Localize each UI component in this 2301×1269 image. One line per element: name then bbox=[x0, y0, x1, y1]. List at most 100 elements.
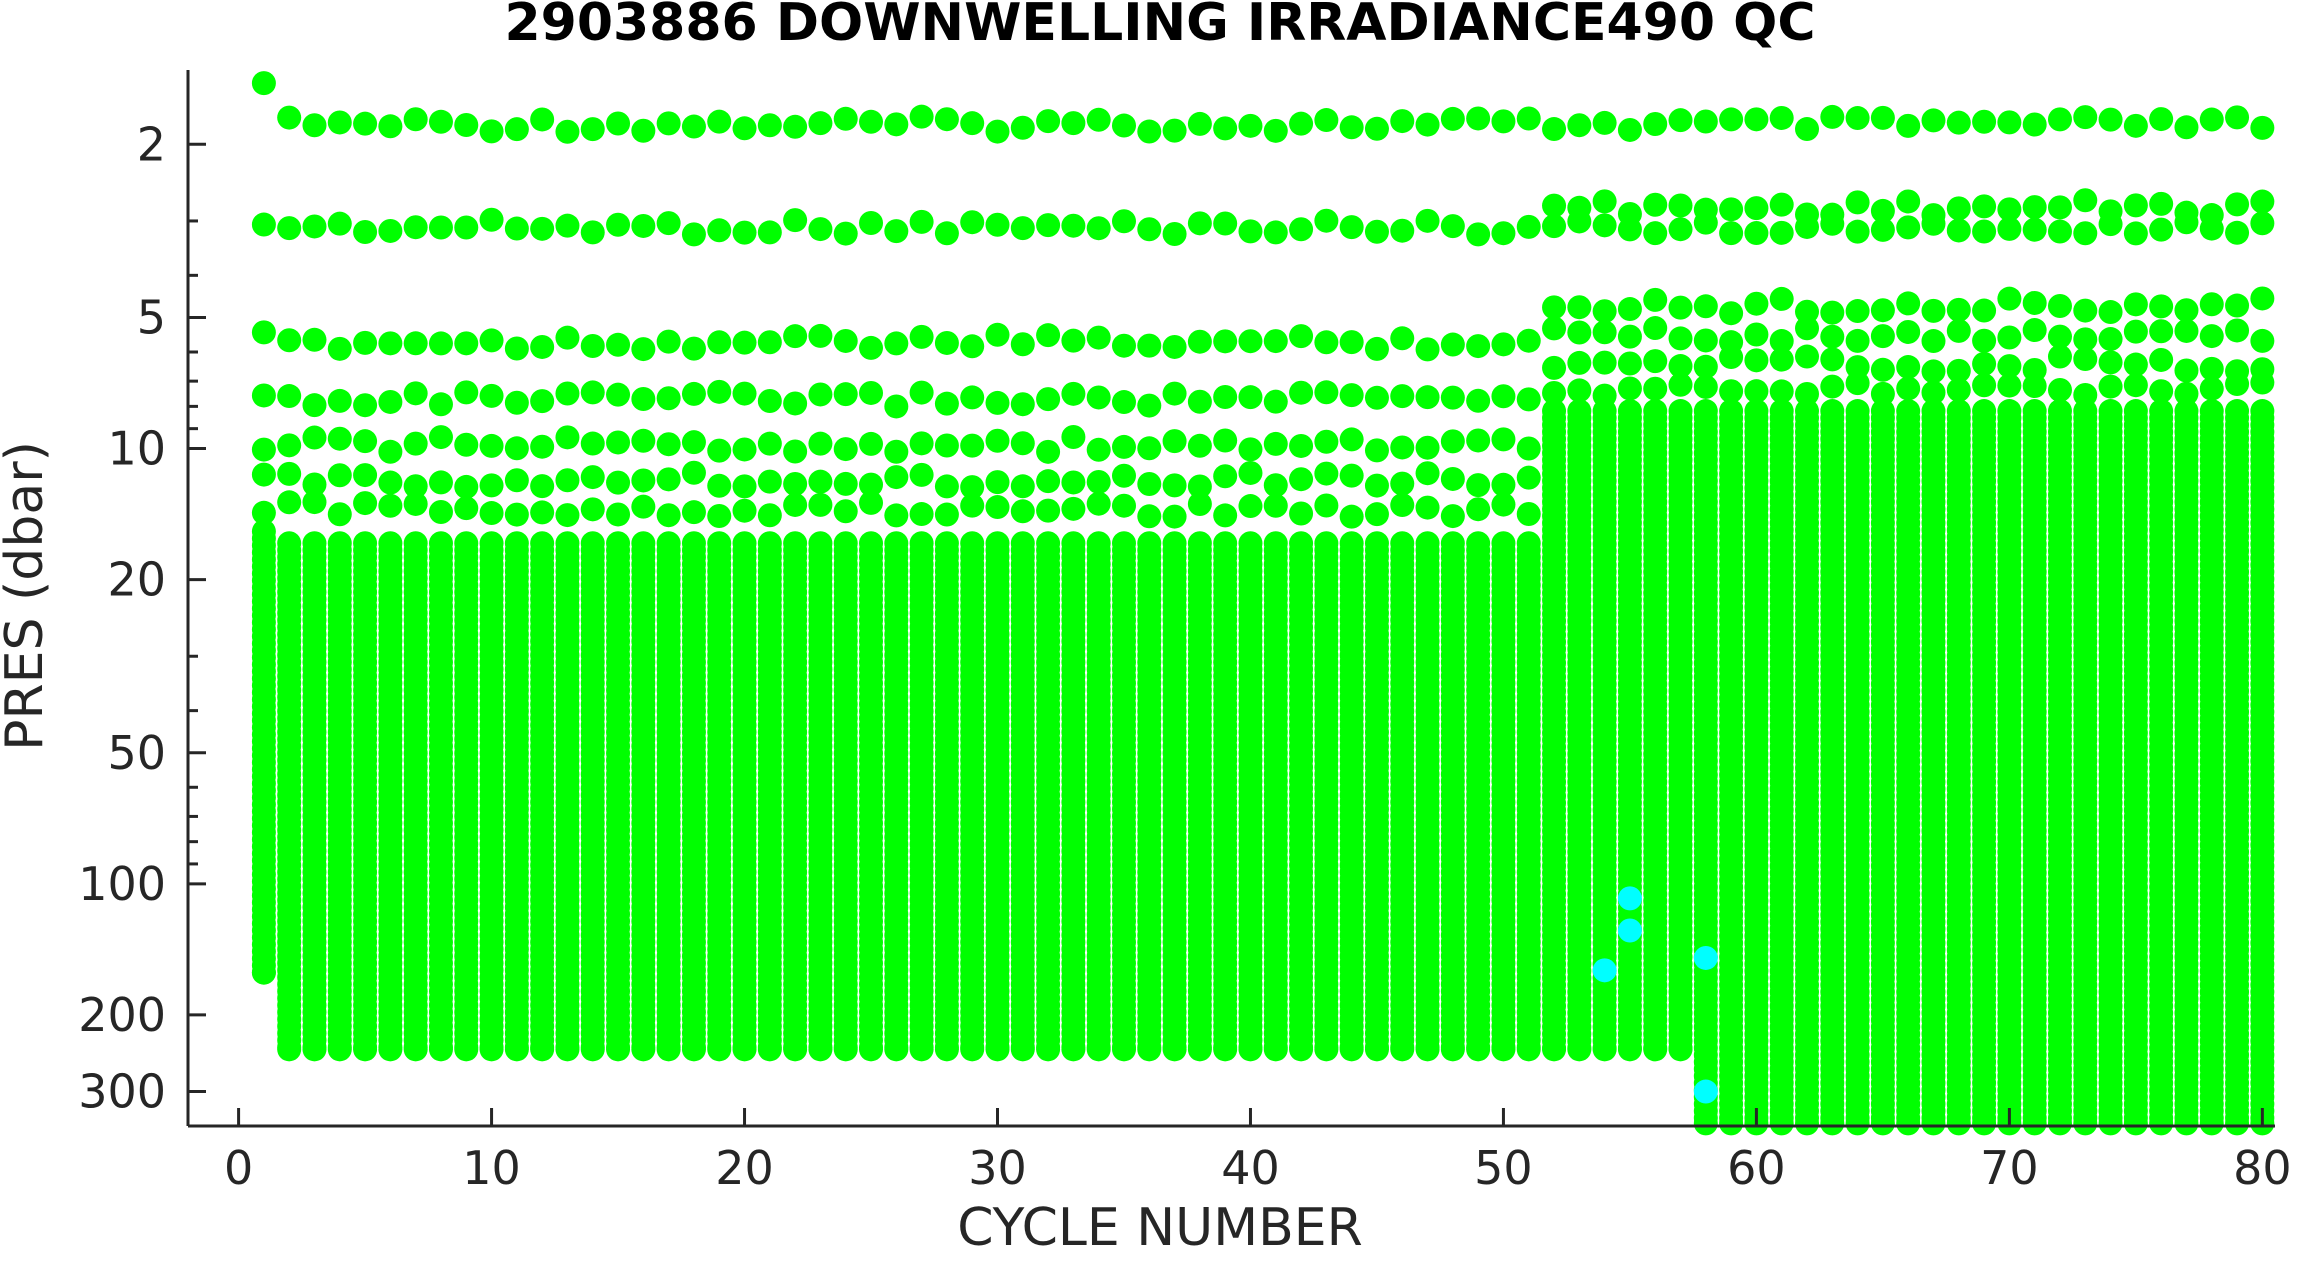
data-point bbox=[302, 425, 327, 450]
data-point bbox=[1440, 332, 1465, 357]
data-point bbox=[1466, 1037, 1491, 1062]
data-point bbox=[277, 105, 302, 130]
data-point bbox=[1440, 214, 1465, 239]
data-point bbox=[1289, 433, 1314, 458]
data-point bbox=[327, 426, 352, 451]
data-point bbox=[1668, 372, 1693, 397]
data-point bbox=[1567, 1037, 1592, 1062]
data-point bbox=[251, 320, 276, 345]
data-point bbox=[1440, 466, 1465, 491]
data-point bbox=[985, 119, 1010, 144]
data-point bbox=[1339, 330, 1364, 355]
data-point bbox=[1187, 211, 1212, 236]
data-point bbox=[934, 1037, 959, 1062]
data-point bbox=[327, 211, 352, 236]
data-point bbox=[1036, 498, 1061, 523]
data-point bbox=[353, 1037, 378, 1062]
data-point bbox=[757, 330, 782, 355]
data-point bbox=[1162, 118, 1187, 143]
data-point bbox=[934, 391, 959, 416]
data-point bbox=[555, 425, 580, 450]
data-point bbox=[1390, 1037, 1415, 1062]
data-point bbox=[1238, 113, 1263, 138]
data-point bbox=[1010, 1037, 1035, 1062]
data-point bbox=[1036, 323, 1061, 348]
data-point bbox=[1314, 330, 1339, 355]
data-point bbox=[1719, 197, 1744, 222]
data-point bbox=[1390, 471, 1415, 496]
data-point bbox=[1364, 473, 1389, 498]
data-point bbox=[1339, 463, 1364, 488]
data-point bbox=[1643, 349, 1668, 374]
data-point bbox=[909, 380, 934, 405]
data-point bbox=[1542, 117, 1567, 142]
data-point bbox=[1086, 325, 1111, 350]
data-point bbox=[631, 118, 656, 143]
data-point bbox=[1339, 115, 1364, 140]
data-point bbox=[808, 217, 833, 242]
data-point bbox=[1137, 119, 1162, 144]
data-point bbox=[327, 463, 352, 488]
data-point bbox=[302, 214, 327, 239]
data-point bbox=[1542, 193, 1567, 218]
data-point bbox=[479, 433, 504, 458]
data-point bbox=[1111, 493, 1136, 518]
data-point bbox=[859, 109, 884, 134]
data-point bbox=[808, 382, 833, 407]
data-point bbox=[1111, 390, 1136, 415]
data-point bbox=[428, 331, 453, 356]
data-point bbox=[732, 220, 757, 245]
data-point bbox=[1440, 504, 1465, 529]
data-point bbox=[1162, 1037, 1187, 1062]
data-point bbox=[1668, 326, 1693, 351]
data-point bbox=[1390, 109, 1415, 134]
data-point bbox=[555, 213, 580, 238]
data-point bbox=[580, 220, 605, 245]
data-point bbox=[859, 210, 884, 235]
data-point bbox=[504, 390, 529, 415]
data-point bbox=[732, 381, 757, 406]
data-point bbox=[277, 216, 302, 241]
data-point bbox=[1289, 217, 1314, 242]
data-point bbox=[1390, 384, 1415, 409]
data-point bbox=[681, 430, 706, 455]
data-point bbox=[1137, 333, 1162, 358]
data-point bbox=[1693, 374, 1718, 399]
data-point bbox=[859, 380, 884, 405]
data-point bbox=[1693, 109, 1718, 134]
data-point bbox=[960, 1037, 985, 1062]
data-point bbox=[1061, 1037, 1086, 1062]
data-point bbox=[783, 492, 808, 517]
data-point bbox=[428, 215, 453, 240]
data-point bbox=[1643, 221, 1668, 246]
data-point bbox=[1162, 473, 1187, 498]
data-point bbox=[403, 431, 428, 456]
data-point bbox=[1364, 438, 1389, 463]
data-point bbox=[1567, 320, 1592, 345]
data-point bbox=[277, 1037, 302, 1062]
data-point bbox=[732, 437, 757, 462]
data-point bbox=[1415, 112, 1440, 137]
data-point bbox=[833, 328, 858, 353]
data-point bbox=[1415, 1037, 1440, 1062]
data-point bbox=[580, 117, 605, 142]
data-point bbox=[1137, 504, 1162, 529]
data-point bbox=[353, 393, 378, 418]
data-point bbox=[859, 490, 884, 515]
data-point bbox=[859, 335, 884, 360]
data-point bbox=[606, 212, 631, 237]
data-point bbox=[1364, 502, 1389, 527]
data-point bbox=[1567, 295, 1592, 320]
data-point bbox=[1643, 287, 1668, 312]
data-point bbox=[1491, 221, 1516, 246]
data-point bbox=[1010, 474, 1035, 499]
data-point bbox=[428, 1037, 453, 1062]
data-point bbox=[934, 502, 959, 527]
data-point bbox=[707, 1037, 732, 1062]
data-point bbox=[833, 499, 858, 524]
data-point bbox=[707, 379, 732, 404]
data-point bbox=[707, 438, 732, 463]
data-point bbox=[251, 462, 276, 487]
data-point bbox=[1415, 461, 1440, 486]
data-point bbox=[1263, 220, 1288, 245]
